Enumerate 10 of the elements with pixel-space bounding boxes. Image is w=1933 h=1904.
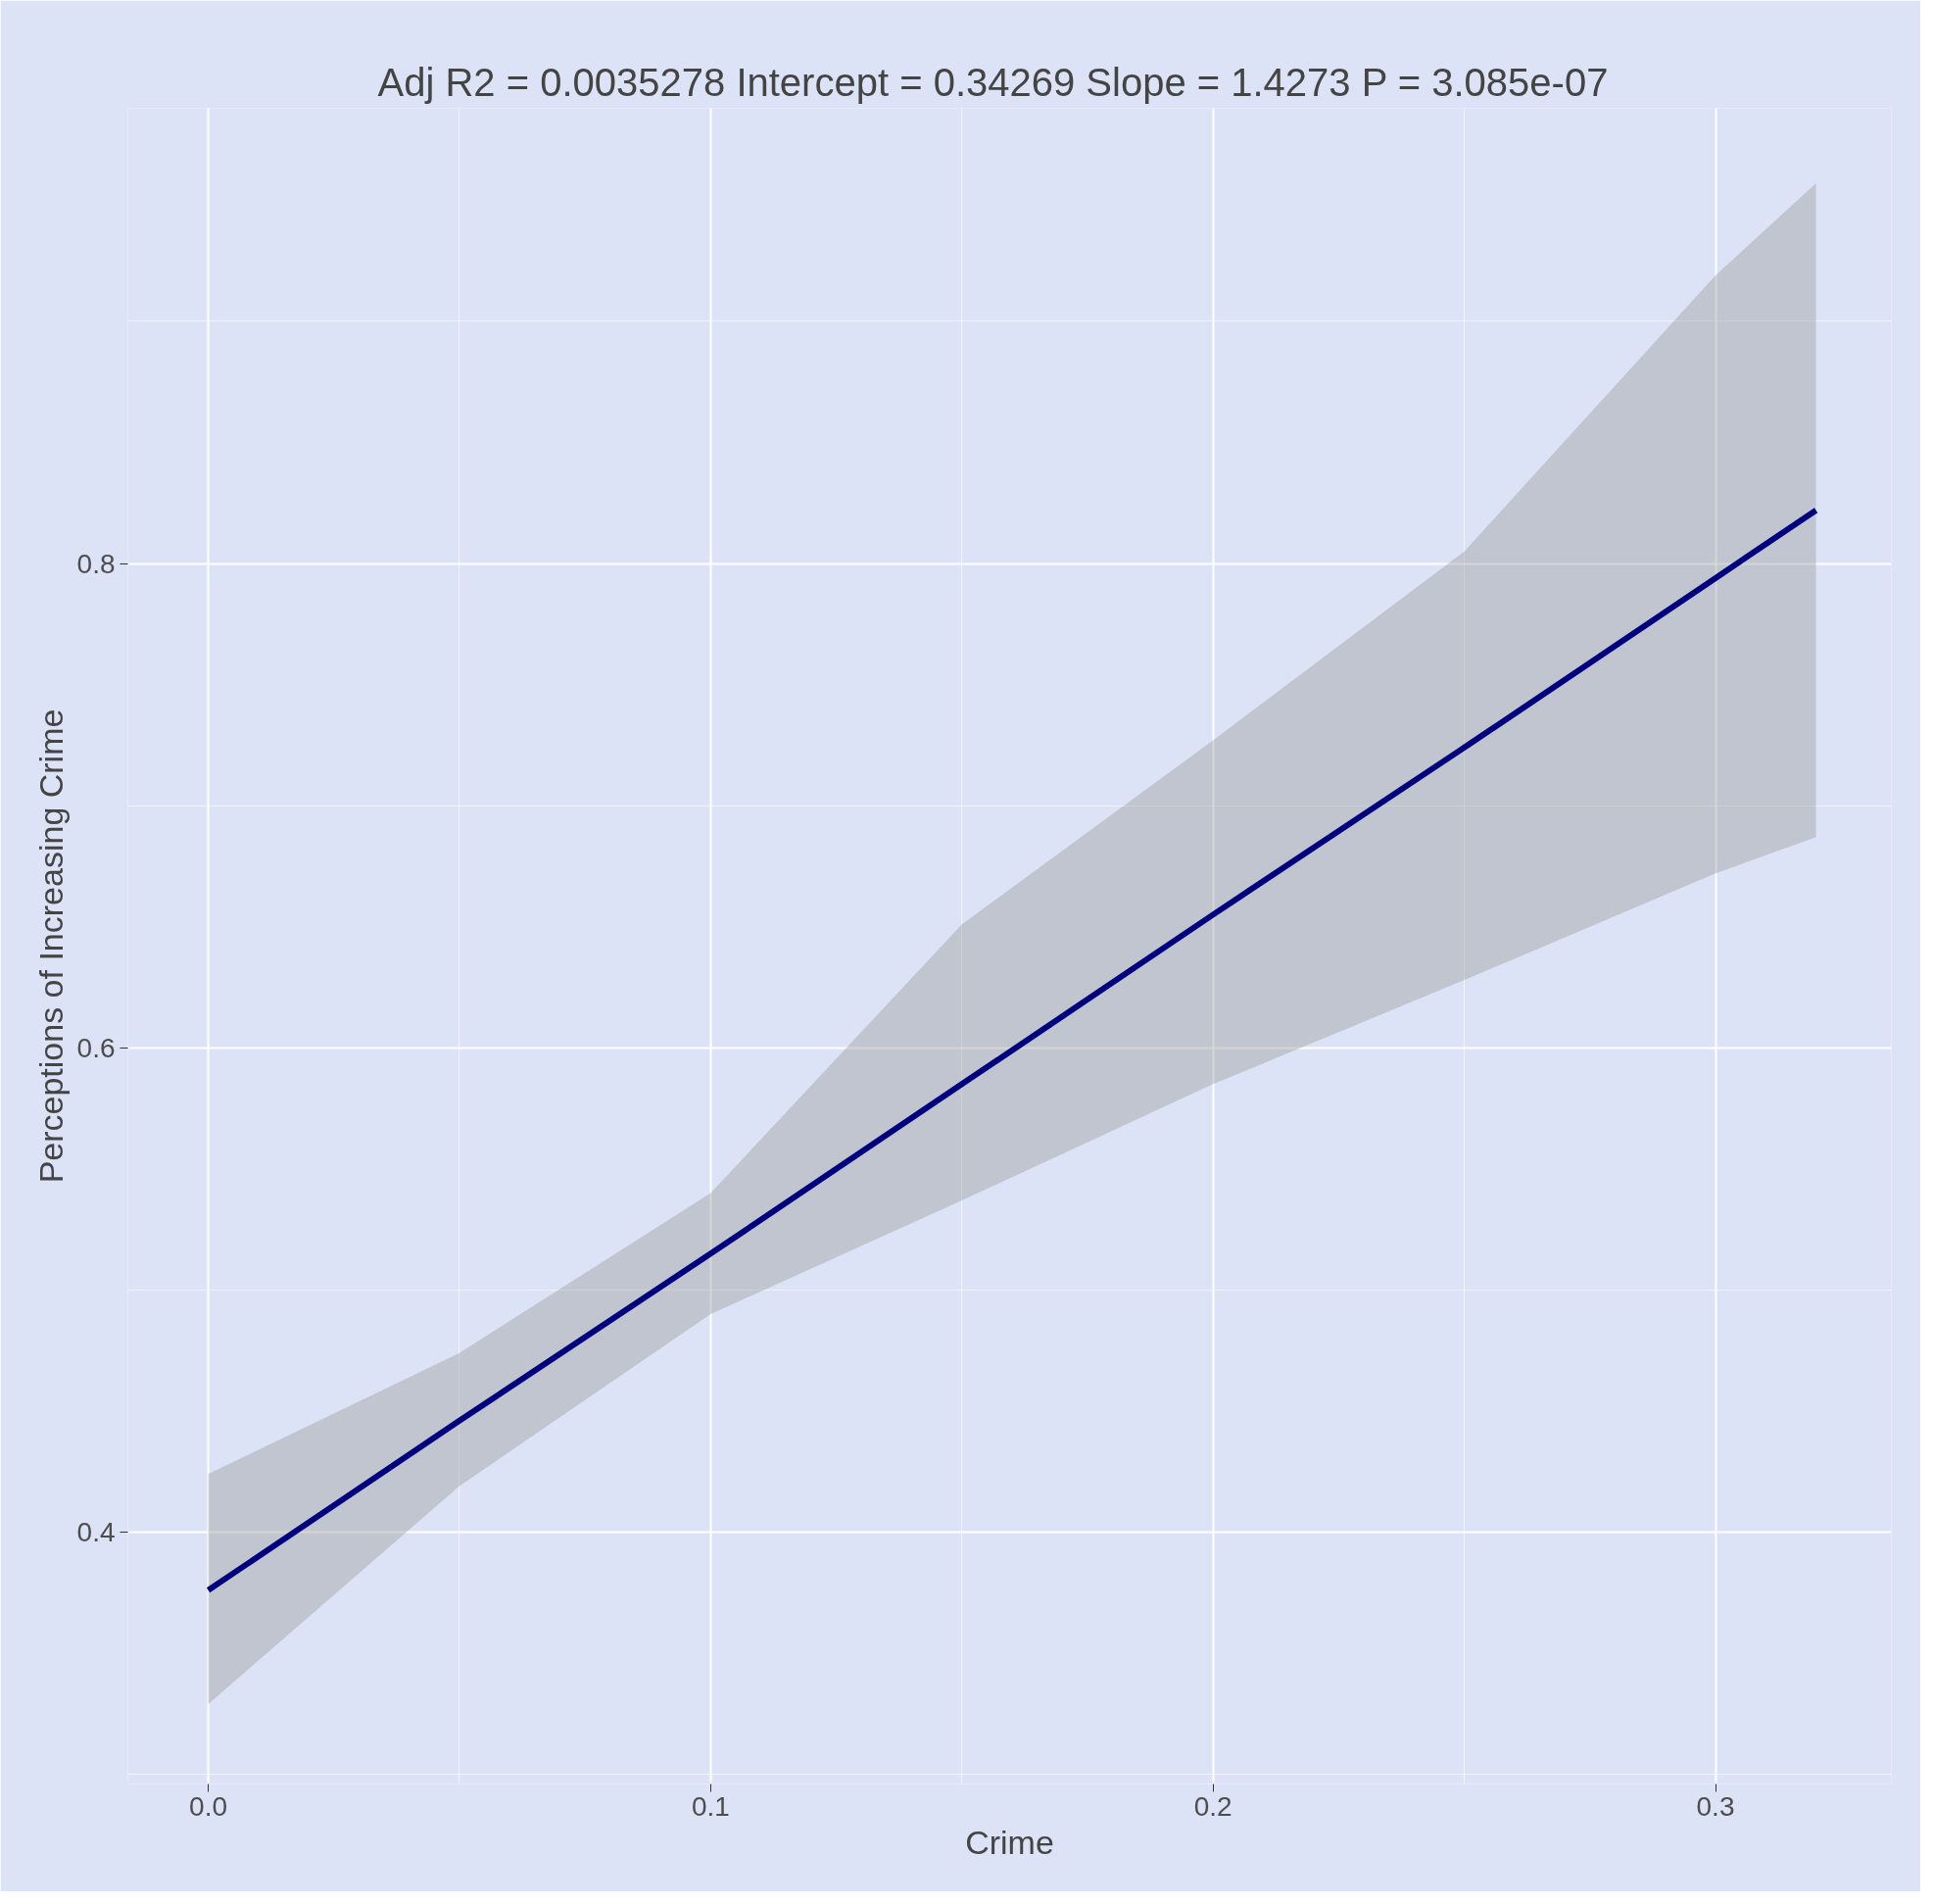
y-tick-label: 0.4 [76, 1517, 116, 1548]
y-tick-label: 0.6 [76, 1032, 116, 1063]
x-axis-title: Crime [965, 1823, 1054, 1861]
x-tick-label: 0.3 [1696, 1790, 1735, 1822]
x-tick-label: 0.0 [189, 1790, 228, 1822]
x-tick-label: 0.1 [691, 1790, 730, 1822]
y-tick-label: 0.8 [76, 548, 116, 579]
y-axis-title: Perceptions of Increasing Crime [31, 708, 70, 1184]
chart-title: Adj R2 = 0.0035278 Intercept = 0.34269 Slope = 1.4273 P = 3.085e-07 [377, 60, 1609, 104]
x-tick-label: 0.2 [1193, 1790, 1232, 1822]
